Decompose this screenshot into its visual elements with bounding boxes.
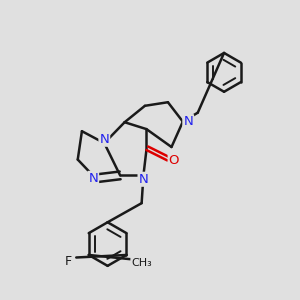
Text: O: O [169, 154, 179, 167]
Text: F: F [65, 255, 72, 268]
Text: N: N [183, 115, 193, 128]
Text: N: N [99, 133, 109, 146]
Text: CH₃: CH₃ [131, 259, 152, 269]
Text: N: N [139, 173, 148, 186]
Text: N: N [88, 172, 98, 185]
